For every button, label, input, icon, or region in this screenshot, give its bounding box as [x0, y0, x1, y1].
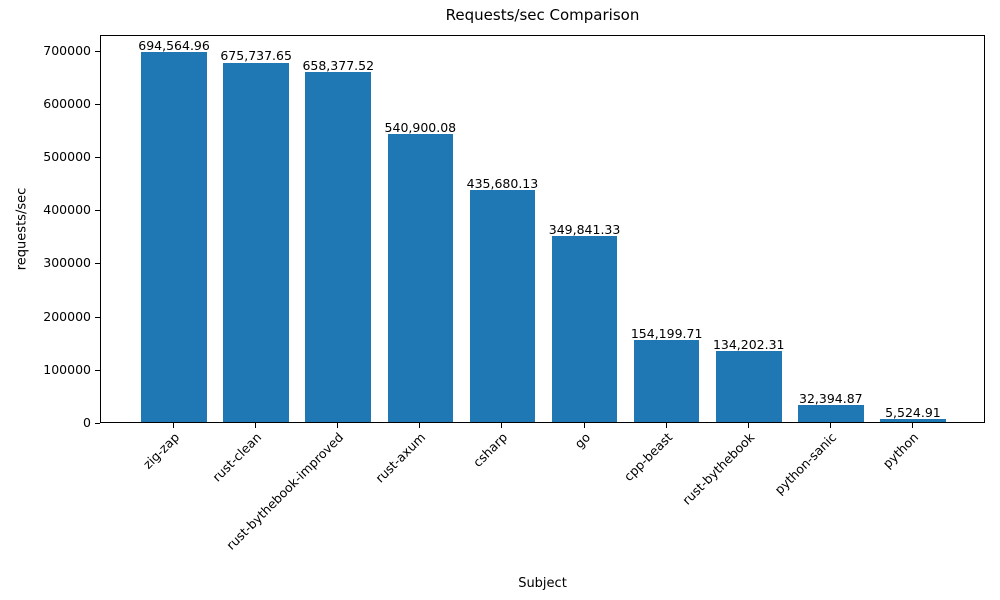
bar [880, 419, 946, 422]
x-tick-mark [747, 423, 749, 428]
bar [305, 71, 372, 422]
y-tick-label: 200000 [43, 308, 91, 324]
x-tick-mark [829, 423, 831, 428]
bar [387, 134, 454, 422]
x-tick-mark [173, 423, 175, 428]
y-tick-mark [95, 263, 100, 265]
y-tick-label: 300000 [43, 255, 91, 271]
y-tick-mark [95, 423, 100, 424]
x-axis-label: Subject [518, 576, 567, 591]
bar [469, 190, 536, 422]
y-tick-label: 500000 [43, 148, 91, 164]
y-tick-mark [95, 103, 100, 105]
y-tick-label: 100000 [43, 361, 91, 377]
x-tick-mark [255, 423, 257, 428]
x-tick-mark [419, 423, 421, 428]
y-tick-label: 0 [83, 415, 91, 430]
bar-value-label: 694,564.96 [138, 38, 210, 54]
x-tick-mark [665, 423, 667, 428]
x-tick-mark [583, 423, 585, 428]
bar-value-label: 32,394.87 [799, 390, 863, 406]
bar-value-label: 134,202.31 [712, 336, 785, 352]
bar [797, 404, 864, 422]
bar-value-label: 675,737.65 [220, 48, 292, 64]
bar [633, 339, 700, 422]
y-tick-label: 400000 [43, 202, 91, 218]
bar [141, 52, 207, 422]
y-tick-mark [95, 210, 100, 212]
x-tick-mark [911, 423, 913, 428]
bar-value-label: 540,900.08 [384, 120, 457, 136]
bar-value-label: 5,524.91 [885, 405, 941, 421]
bar [223, 62, 289, 422]
y-tick-mark [95, 50, 100, 52]
y-tick-mark [95, 369, 100, 371]
x-tick-mark [337, 423, 339, 428]
chart-title: Requests/sec Comparison [445, 6, 640, 24]
y-tick-label: 600000 [43, 95, 91, 111]
bar-value-label: 658,377.52 [302, 57, 375, 73]
bar-value-label: 435,680.13 [466, 176, 539, 192]
bar [715, 350, 782, 422]
bar-value-label: 154,199.71 [630, 325, 703, 341]
y-tick-mark [95, 156, 100, 158]
x-tick-mark [501, 423, 503, 428]
bar-value-label: 349,841.33 [548, 221, 621, 237]
x-tick-label: zig-zap [140, 429, 183, 472]
y-tick-label: 700000 [43, 42, 91, 58]
bar [551, 235, 618, 422]
y-axis-label: requests/sec [14, 187, 30, 271]
plot-area: 694,564.96 675,737.65 658,377.52 540,900.08… [100, 35, 985, 423]
y-tick-mark [95, 316, 100, 318]
